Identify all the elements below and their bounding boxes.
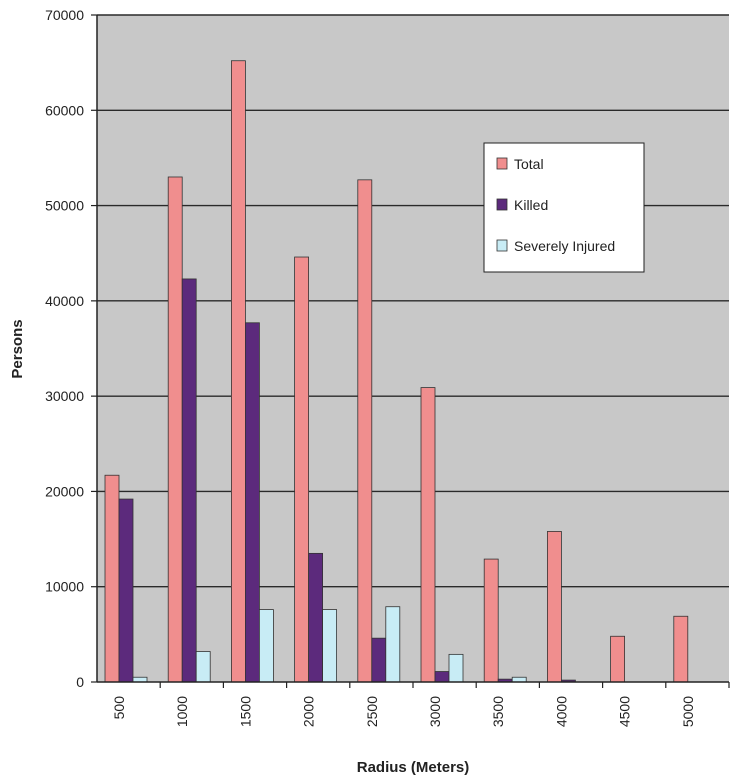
legend-label: Total — [514, 156, 544, 172]
bar-total-2500 — [357, 179, 373, 683]
bar-total-5000 — [673, 615, 689, 683]
x-tick-label: 3000 — [427, 696, 443, 727]
y-tick-label: 0 — [76, 674, 84, 690]
x-tick-label: 4500 — [617, 696, 633, 727]
bar-total-1500 — [230, 60, 246, 683]
x-tick-label: 3500 — [490, 696, 506, 727]
legend-swatch-total — [496, 157, 508, 170]
bar-killed-500 — [118, 498, 134, 683]
y-tick-labels: 0 10000 20000 30000 40000 50000 60000 70000 — [45, 7, 84, 690]
bar-total-1000 — [167, 176, 183, 683]
y-tick-label: 70000 — [45, 7, 84, 23]
plot-area — [97, 15, 729, 682]
bar-killed-1000 — [181, 278, 197, 683]
bar-total-4000 — [547, 531, 562, 683]
bar-severely-injured-2000 — [322, 609, 338, 683]
bar-total-4500 — [610, 635, 625, 683]
bar-total-2000 — [294, 256, 310, 683]
bar-killed-2500 — [371, 637, 387, 683]
legend-swatch-killed — [496, 198, 508, 211]
bar-killed-1500 — [244, 322, 260, 683]
bars-group — [104, 60, 689, 683]
bar-total-3500 — [483, 558, 499, 683]
bar-severely-injured-3000 — [448, 653, 464, 683]
bar-severely-injured-1000 — [195, 651, 211, 683]
x-tick-label: 2000 — [301, 696, 317, 727]
bar-severely-injured-2500 — [385, 606, 401, 683]
y-axis-title: Persons — [9, 319, 26, 378]
x-tick-label: 4000 — [553, 696, 569, 727]
x-axis-title: Radius (Meters) — [357, 759, 470, 776]
bar-total-500 — [104, 474, 120, 683]
y-tick-label: 20000 — [45, 483, 84, 499]
x-tick-label: 500 — [111, 696, 127, 720]
y-tick-label: 50000 — [45, 198, 84, 214]
legend-swatch-severely-injured — [496, 239, 508, 252]
legend: Total Killed Severely Injured — [483, 142, 645, 273]
bar-severely-injured-1500 — [258, 609, 274, 683]
x-tick-label: 1000 — [174, 696, 190, 727]
legend-label: Severely Injured — [514, 238, 615, 254]
x-tick-labels: 500 1000 1500 2000 2500 3000 3500 4000 4500 5000 — [111, 696, 696, 727]
grid-lines — [97, 14, 729, 588]
y-tick-label: 30000 — [45, 388, 84, 404]
x-tick-label: 5000 — [680, 696, 696, 727]
bar-killed-2000 — [308, 552, 324, 683]
y-tick-label: 10000 — [45, 579, 84, 595]
y-tick-label: 40000 — [45, 293, 84, 309]
x-tick-label: 1500 — [237, 696, 253, 727]
legend-label: Killed — [514, 197, 548, 213]
bar-killed-3000 — [434, 671, 450, 683]
bar-total-3000 — [420, 387, 436, 683]
legend-box — [483, 142, 645, 273]
x-tick-label: 2500 — [364, 696, 380, 727]
y-tick-label: 60000 — [45, 102, 84, 118]
axes-group — [91, 14, 730, 688]
